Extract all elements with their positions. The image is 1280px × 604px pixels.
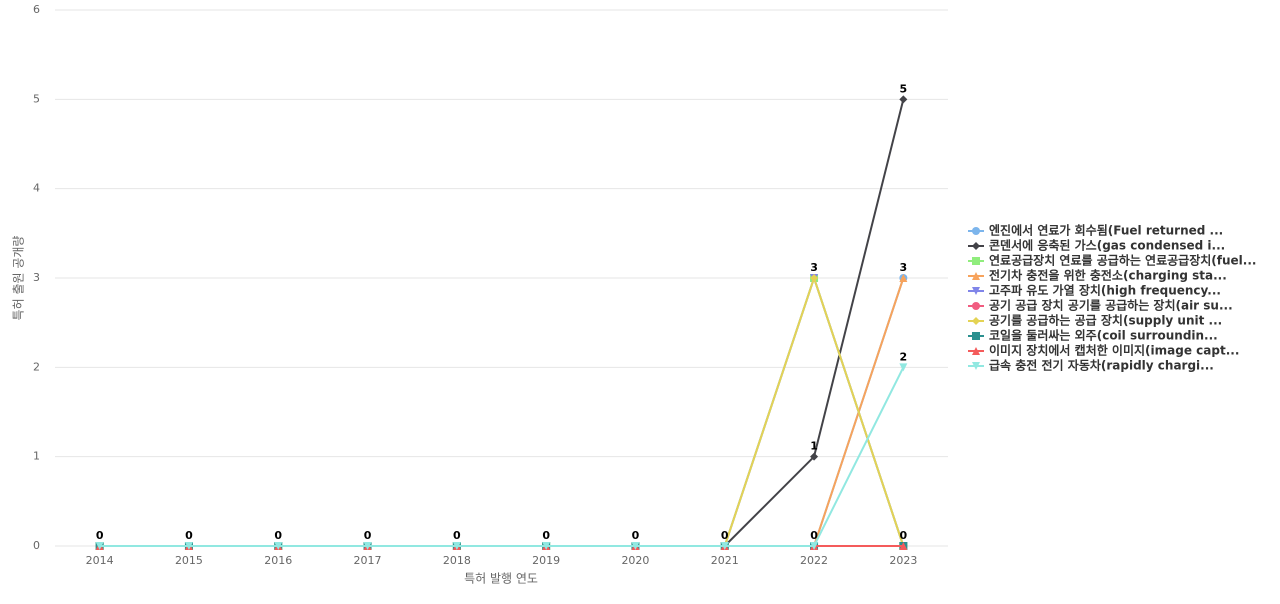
line <box>99 99 905 547</box>
x-tick-label: 2014 <box>86 554 114 567</box>
y-tick-label: 2 <box>33 360 40 373</box>
data-label: 5 <box>900 82 908 95</box>
line <box>99 366 905 547</box>
line <box>99 274 905 547</box>
legend-marker <box>972 332 980 340</box>
legend-label: 전기차 충전을 위한 충전소(charging sta... <box>989 268 1227 283</box>
series <box>95 274 908 550</box>
series <box>95 274 908 550</box>
series <box>95 95 908 550</box>
data-label: 0 <box>900 529 908 542</box>
legend-label: 콘덴서에 응축된 가스(gas condensed i... <box>989 238 1225 253</box>
y-tick-label: 1 <box>33 450 40 463</box>
series <box>95 274 908 550</box>
data-label: 0 <box>721 529 729 542</box>
data-label: 0 <box>453 529 461 542</box>
legend-label: 공기 공급 장치 공기를 공급하는 장치(air su... <box>989 298 1233 313</box>
series <box>95 274 908 550</box>
legend-label: 연료공급장치 연료를 공급하는 연료공급장치(fuel... <box>989 253 1256 268</box>
legend-label: 공기를 공급하는 공급 장치(supply unit ... <box>989 313 1222 328</box>
marker <box>810 542 819 550</box>
y-axis-title: 특허 출원 공개량 <box>12 236 26 321</box>
marker <box>274 542 283 550</box>
x-tick-label: 2017 <box>354 554 382 567</box>
data-label: 3 <box>810 261 818 274</box>
series <box>95 363 908 550</box>
line <box>99 274 905 547</box>
x-tick-label: 2016 <box>264 554 292 567</box>
marker <box>899 274 908 282</box>
marker <box>363 542 372 550</box>
data-label: 0 <box>810 529 818 542</box>
marker <box>899 542 908 550</box>
legend-label: 고주파 유도 가열 장치(high frequency... <box>989 283 1221 298</box>
y-tick-label: 5 <box>33 92 40 105</box>
data-label: 0 <box>274 529 282 542</box>
marker <box>631 542 640 550</box>
legend-marker <box>972 227 980 235</box>
x-tick-label: 2018 <box>443 554 471 567</box>
legend-label: 코일을 둘러싸는 외주(coil surroundin... <box>989 328 1218 343</box>
y-tick-label: 3 <box>33 271 40 284</box>
series <box>95 274 908 550</box>
legend-marker <box>972 347 980 355</box>
marker <box>95 542 104 550</box>
legend-marker <box>972 287 980 295</box>
marker <box>810 452 819 461</box>
legend-label: 급속 충전 전기 자동차(rapidly chargi... <box>989 358 1214 373</box>
x-axis-title: 특허 발행 연도 <box>464 571 538 586</box>
data-label: 1 <box>810 440 818 453</box>
data-label: 0 <box>542 529 550 542</box>
y-tick-label: 0 <box>33 539 40 552</box>
data-label: 0 <box>96 529 104 542</box>
marker <box>899 95 908 104</box>
data-label: 0 <box>185 529 193 542</box>
legend-label: 엔진에서 연료가 회수됨(Fuel returned ... <box>989 223 1223 238</box>
legend-marker <box>972 317 980 325</box>
data-label: 2 <box>900 350 908 363</box>
marker <box>184 542 193 550</box>
legend-label: 이미지 장치에서 캡처한 이미지(image capt... <box>989 343 1239 358</box>
marker <box>720 542 729 550</box>
line <box>99 274 905 547</box>
legend-marker <box>972 272 980 280</box>
legend-marker <box>972 242 980 250</box>
data-label: 0 <box>364 529 372 542</box>
x-tick-label: 2022 <box>800 554 828 567</box>
x-tick-label: 2021 <box>711 554 739 567</box>
legend-marker <box>972 302 980 310</box>
marker <box>542 542 551 550</box>
x-tick-label: 2015 <box>175 554 203 567</box>
legend-marker <box>972 362 980 370</box>
line <box>99 277 905 547</box>
x-tick-label: 2023 <box>889 554 917 567</box>
data-label: 0 <box>632 529 640 542</box>
y-tick-label: 4 <box>33 182 40 195</box>
x-tick-label: 2020 <box>621 554 649 567</box>
data-label: 3 <box>900 261 908 274</box>
marker <box>810 274 819 282</box>
line <box>99 277 905 547</box>
marker <box>452 542 461 550</box>
marker <box>899 363 908 372</box>
x-tick-label: 2019 <box>532 554 560 567</box>
y-tick-label: 6 <box>33 3 40 16</box>
legend-marker <box>972 257 980 265</box>
